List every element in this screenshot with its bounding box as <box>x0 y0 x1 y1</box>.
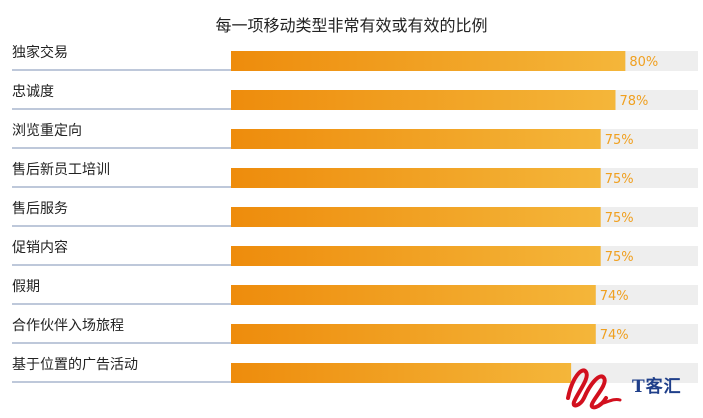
value-label: 75% <box>605 211 634 226</box>
bar <box>231 90 616 110</box>
value-label: 75% <box>605 250 634 265</box>
category-label: 浏览重定向 <box>12 123 82 139</box>
bar <box>231 363 572 383</box>
category-label: 忠诚度 <box>12 84 54 100</box>
value-label: 74% <box>600 328 629 343</box>
value-label: 74% <box>600 289 629 304</box>
value-label: 78% <box>619 94 648 109</box>
category-label: 售后服务 <box>12 201 68 217</box>
bar <box>231 168 601 188</box>
category-label: 合作伙伴入场旅程 <box>12 318 124 334</box>
bar <box>231 246 601 266</box>
bar <box>231 207 601 227</box>
brand-logo <box>560 358 700 414</box>
value-label: 75% <box>605 172 634 187</box>
value-label: 80% <box>629 55 658 70</box>
value-label: 75% <box>605 133 634 148</box>
logo-mark-icon <box>566 368 622 410</box>
category-label: 基于位置的广告活动 <box>12 356 138 373</box>
category-label: 促销内容 <box>12 239 68 256</box>
category-label: 独家交易 <box>12 44 68 61</box>
bar <box>231 285 596 305</box>
watermark-text: T客汇 <box>632 377 682 397</box>
chart-title: 每一项移动类型非常有效或有效的比例 <box>215 16 488 35</box>
bar <box>231 129 601 149</box>
bar <box>231 51 626 71</box>
category-label: 假期 <box>12 279 40 295</box>
category-label: 售后新员工培训 <box>12 162 110 178</box>
bar <box>231 324 596 344</box>
